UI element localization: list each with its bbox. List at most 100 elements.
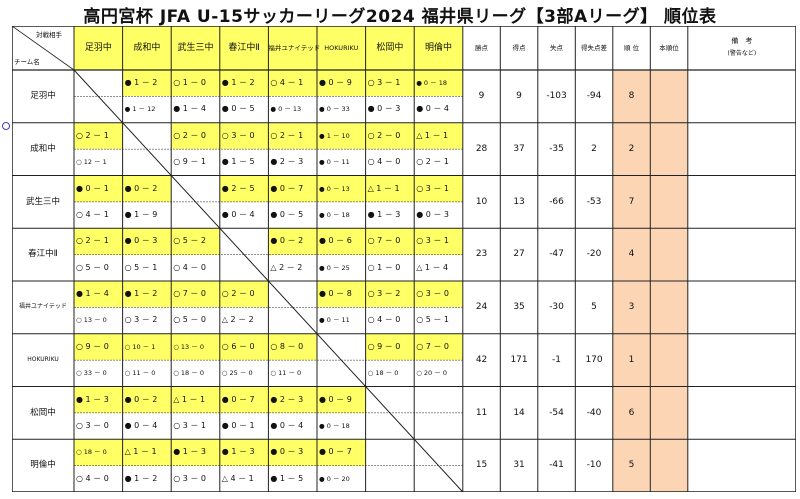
score-upper-bg [317,439,366,466]
score-cell: ○ 3 － 0 [173,473,206,483]
score-upper-bg [219,333,269,361]
score-cell: △ 1 － 1 [416,130,449,140]
score-cell: ● 1 － 3 [221,447,255,457]
score-cell: ○ 1 － 0 [173,78,206,87]
score-cell: ○ 3 － 1 [367,78,401,87]
score-cell: ● 0 － 7 [270,183,304,193]
score-cell: ○ 9 － 1 [173,157,206,167]
stat-gf: 13 [513,196,525,207]
score-upper-bg [365,281,415,308]
score-cell: ○ 1 － 0 [367,262,401,272]
team-name-2: 武生三中 [25,196,60,207]
score-cell: ○ 2 － 1 [76,130,109,140]
score-upper-bg [74,386,123,413]
score-upper-bg [268,70,317,97]
score-cell: ○ 18 － 0 [367,369,399,378]
score-cell: ● 0 － 1 [221,420,255,430]
score-upper-bg [414,122,463,150]
stat-ga: -41 [549,460,564,471]
score-cell: ● 0 － 3 [124,236,158,246]
score-cell: ○ 18 － 0 [76,448,107,457]
score-upper-bg [122,281,172,308]
score-upper-bg [122,70,172,97]
score-upper-bg [414,70,463,97]
score-cell: ○ 2 － 0 [367,130,401,140]
stat-gf: 37 [513,143,525,154]
score-cell: ● 1 － 4 [76,289,109,298]
score-cell: ○ 33 － 0 [76,369,107,378]
score-upper-bg [317,228,366,255]
score-cell: △ 1 － 1 [124,447,157,457]
score-upper-bg [317,386,366,413]
opponent-header-5: HOKURIKU [324,44,359,52]
opponent-header-2: 武生三中 [177,43,214,53]
score-cell: ○ 7 － 0 [416,341,449,351]
score-upper-bg [317,175,366,202]
score-cell: ● 0 － 4 [124,420,158,430]
score-cell: ○ 3 － 0 [416,289,449,298]
score-cell: ● 1 － 9 [124,209,158,219]
score-cell: ● 0 － 33 [319,105,350,114]
score-upper-bg [171,333,220,361]
score-cell: ● 0 － 11 [319,158,350,167]
score-upper-bg [171,281,220,308]
score-upper-bg [414,333,463,361]
score-cell: ○ 3 － 2 [367,289,401,298]
score-cell: △ 1 － 1 [173,394,206,404]
team-name-1: 成和中 [30,143,56,154]
stat-points: 9 [478,91,485,101]
score-cell: ○ 3 － 0 [76,420,109,430]
stat-rank: 3 [628,302,635,312]
stat-gf: 171 [510,354,528,365]
score-cell: ○ 5 － 1 [416,315,449,325]
score-upper-bg [414,175,463,202]
score-upper-bg [122,386,172,413]
stat-rank: 6 [628,407,635,418]
score-cell: ● 0 － 18 [319,210,350,219]
score-upper-bg [317,122,366,150]
score-cell: ● 0 － 5 [270,209,304,219]
team-name-6: 松岡中 [30,407,56,418]
score-upper-bg [365,333,415,361]
score-cell: ○ 4 － 0 [367,315,401,325]
score-upper-bg [219,281,269,308]
score-upper-bg [171,122,220,150]
stat-points: 24 [475,302,488,312]
score-upper-bg [122,175,172,202]
score-cell: △ 4 － 1 [221,473,254,483]
score-cell: ● 0 － 6 [319,236,352,246]
score-cell: ○ 2 － 1 [416,157,449,167]
score-cell: ○ 3 － 1 [173,420,206,430]
score-cell: ○ 4 － 0 [76,473,109,483]
score-upper-bg [268,122,317,150]
opponent-header-0: 足羽中 [84,43,112,53]
score-cell: ○ 3 － 1 [416,183,449,193]
score-cell: ● 0 － 5 [221,104,255,114]
score-upper-bg [317,281,366,308]
score-cell: ● 0 － 25 [319,263,350,272]
score-cell: ● 1 － 3 [76,394,109,404]
score-cell: ○ 11 － 0 [270,369,302,378]
stat-ga: -54 [549,407,564,418]
score-cell: ● 0 － 7 [319,447,352,457]
note-subheader: (警告など) [727,50,757,57]
score-upper-bg [268,439,317,466]
score-cell: ● 0 － 11 [319,316,350,325]
stat-ga: -66 [549,196,564,207]
score-cell: ● 0 － 2 [270,236,304,246]
score-upper-bg [74,333,123,361]
score-cell: ● 1 － 3 [173,447,206,457]
score-cell: ● 0 － 13 [270,105,302,114]
stat-ga: -35 [549,143,564,154]
stat-rank: 5 [628,460,635,471]
score-upper-bg [74,175,123,202]
score-cell: ○ 20 － 0 [416,369,447,378]
score-cell: ● 0 － 7 [221,394,255,404]
score-upper-bg [365,228,415,255]
score-cell: ○ 2 － 0 [221,289,255,298]
score-upper-bg [171,439,220,466]
score-upper-bg [219,386,269,413]
score-cell: ○ 12 － 1 [76,158,107,167]
score-upper-bg [268,228,317,255]
score-upper-bg [268,333,317,361]
